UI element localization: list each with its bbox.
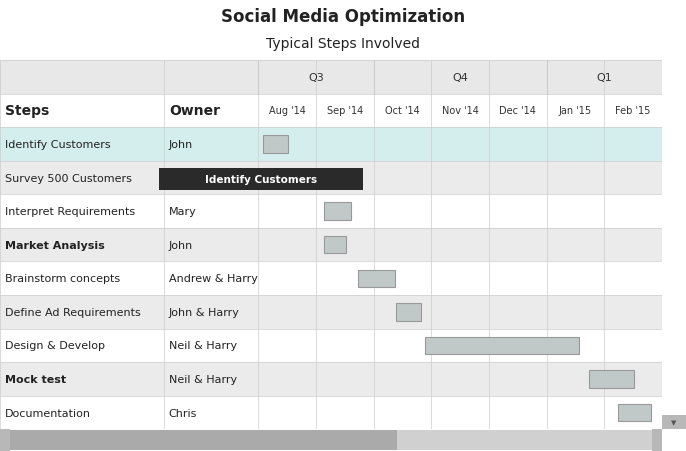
Text: Chris: Chris <box>169 408 197 418</box>
Text: Identify Customers: Identify Customers <box>5 140 111 150</box>
Bar <box>652 429 662 451</box>
Bar <box>618 404 651 421</box>
Text: Aug '14: Aug '14 <box>269 106 305 116</box>
Text: Identify Customers: Identify Customers <box>205 175 317 185</box>
Text: Jan '15: Jan '15 <box>559 106 592 116</box>
Bar <box>0 28 258 94</box>
Bar <box>0 228 662 262</box>
Text: Interpret Requirements: Interpret Requirements <box>5 207 135 216</box>
Bar <box>396 304 421 321</box>
Text: Owner: Owner <box>169 104 220 118</box>
Bar <box>0 430 397 450</box>
Text: Steps: Steps <box>5 104 49 118</box>
Text: Survey 500 Customers: Survey 500 Customers <box>5 173 132 183</box>
Text: Neil & Harry: Neil & Harry <box>169 374 237 384</box>
Text: John: John <box>169 140 193 150</box>
Text: Sep '14: Sep '14 <box>327 106 363 116</box>
Bar <box>0 195 662 228</box>
Text: Design & Develop: Design & Develop <box>5 341 105 350</box>
Text: Market Analysis: Market Analysis <box>5 240 105 250</box>
Text: Define Ad Requirements: Define Ad Requirements <box>5 307 141 317</box>
Bar <box>258 28 662 94</box>
Bar <box>425 337 579 354</box>
Text: Nov '14: Nov '14 <box>442 106 479 116</box>
Bar <box>662 414 686 429</box>
Bar <box>263 170 288 187</box>
Text: John: John <box>169 240 193 250</box>
Text: Q1: Q1 <box>596 73 612 83</box>
Bar <box>263 136 288 153</box>
Text: Social Media Optimization: Social Media Optimization <box>221 8 465 26</box>
Bar <box>0 161 662 195</box>
Bar <box>0 429 10 451</box>
Text: John & Harry: John & Harry <box>169 307 239 317</box>
Text: Documentation: Documentation <box>5 408 91 418</box>
Text: Feb '15: Feb '15 <box>615 106 651 116</box>
Bar <box>358 270 394 287</box>
Text: Mary: Mary <box>169 207 197 216</box>
Bar <box>0 128 662 161</box>
Text: Oct '14: Oct '14 <box>385 106 420 116</box>
Bar <box>0 262 662 295</box>
Bar <box>0 396 662 429</box>
Text: Q3: Q3 <box>308 73 324 83</box>
Text: Q4: Q4 <box>452 73 468 83</box>
FancyBboxPatch shape <box>159 169 363 191</box>
Bar <box>324 203 351 221</box>
Bar <box>324 236 346 254</box>
Text: Andrew & Harry: Andrew & Harry <box>169 274 258 284</box>
Bar <box>0 362 662 396</box>
Text: Typical Steps Involved: Typical Steps Involved <box>266 37 420 51</box>
Bar <box>589 370 634 388</box>
Text: Brainstorm concepts: Brainstorm concepts <box>5 274 121 284</box>
Text: Mock test: Mock test <box>5 374 67 384</box>
Bar <box>0 295 662 329</box>
Text: Neil & Harry: Neil & Harry <box>169 341 237 350</box>
Text: Dec '14: Dec '14 <box>499 106 536 116</box>
Text: David: David <box>169 173 201 183</box>
Text: ▼: ▼ <box>672 419 676 425</box>
Bar <box>0 329 662 362</box>
